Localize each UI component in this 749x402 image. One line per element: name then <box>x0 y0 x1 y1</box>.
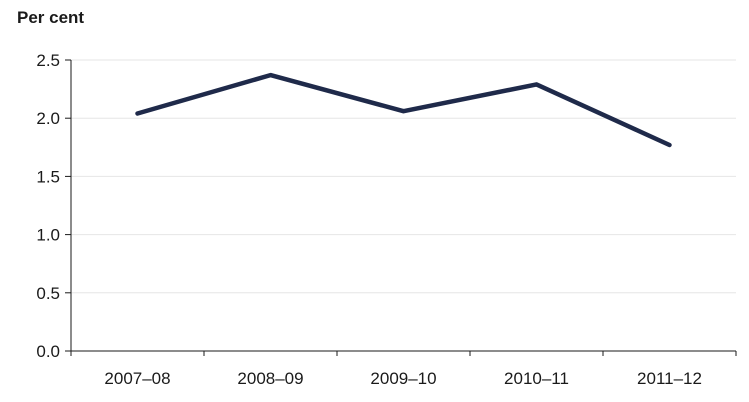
y-tick-label: 0.0 <box>36 342 60 361</box>
y-axis-ticks: 0.0 0.5 1.0 1.5 2.0 2.5 <box>36 51 60 361</box>
series <box>135 72 672 148</box>
y-axis-label: Per cent <box>17 8 84 27</box>
axes <box>65 59 737 356</box>
y-tick-label: 2.5 <box>36 51 60 70</box>
y-tick-label: 0.5 <box>36 284 60 303</box>
x-tick-label: 2011–12 <box>637 369 702 388</box>
x-tick-label: 2008–09 <box>237 369 303 388</box>
gridlines <box>71 59 736 294</box>
x-tick-label: 2009–10 <box>370 369 436 388</box>
y-tick-label: 2.0 <box>36 109 60 128</box>
x-axis-ticks: 2007–08 2008–09 2009–10 2010–11 2011–12 <box>104 369 702 388</box>
x-tick-label: 2010–11 <box>504 369 569 388</box>
y-tick-label: 1.5 <box>36 167 60 186</box>
x-tick-label: 2007–08 <box>104 369 170 388</box>
series-line <box>135 72 672 148</box>
y-tick-label: 1.0 <box>36 226 60 245</box>
